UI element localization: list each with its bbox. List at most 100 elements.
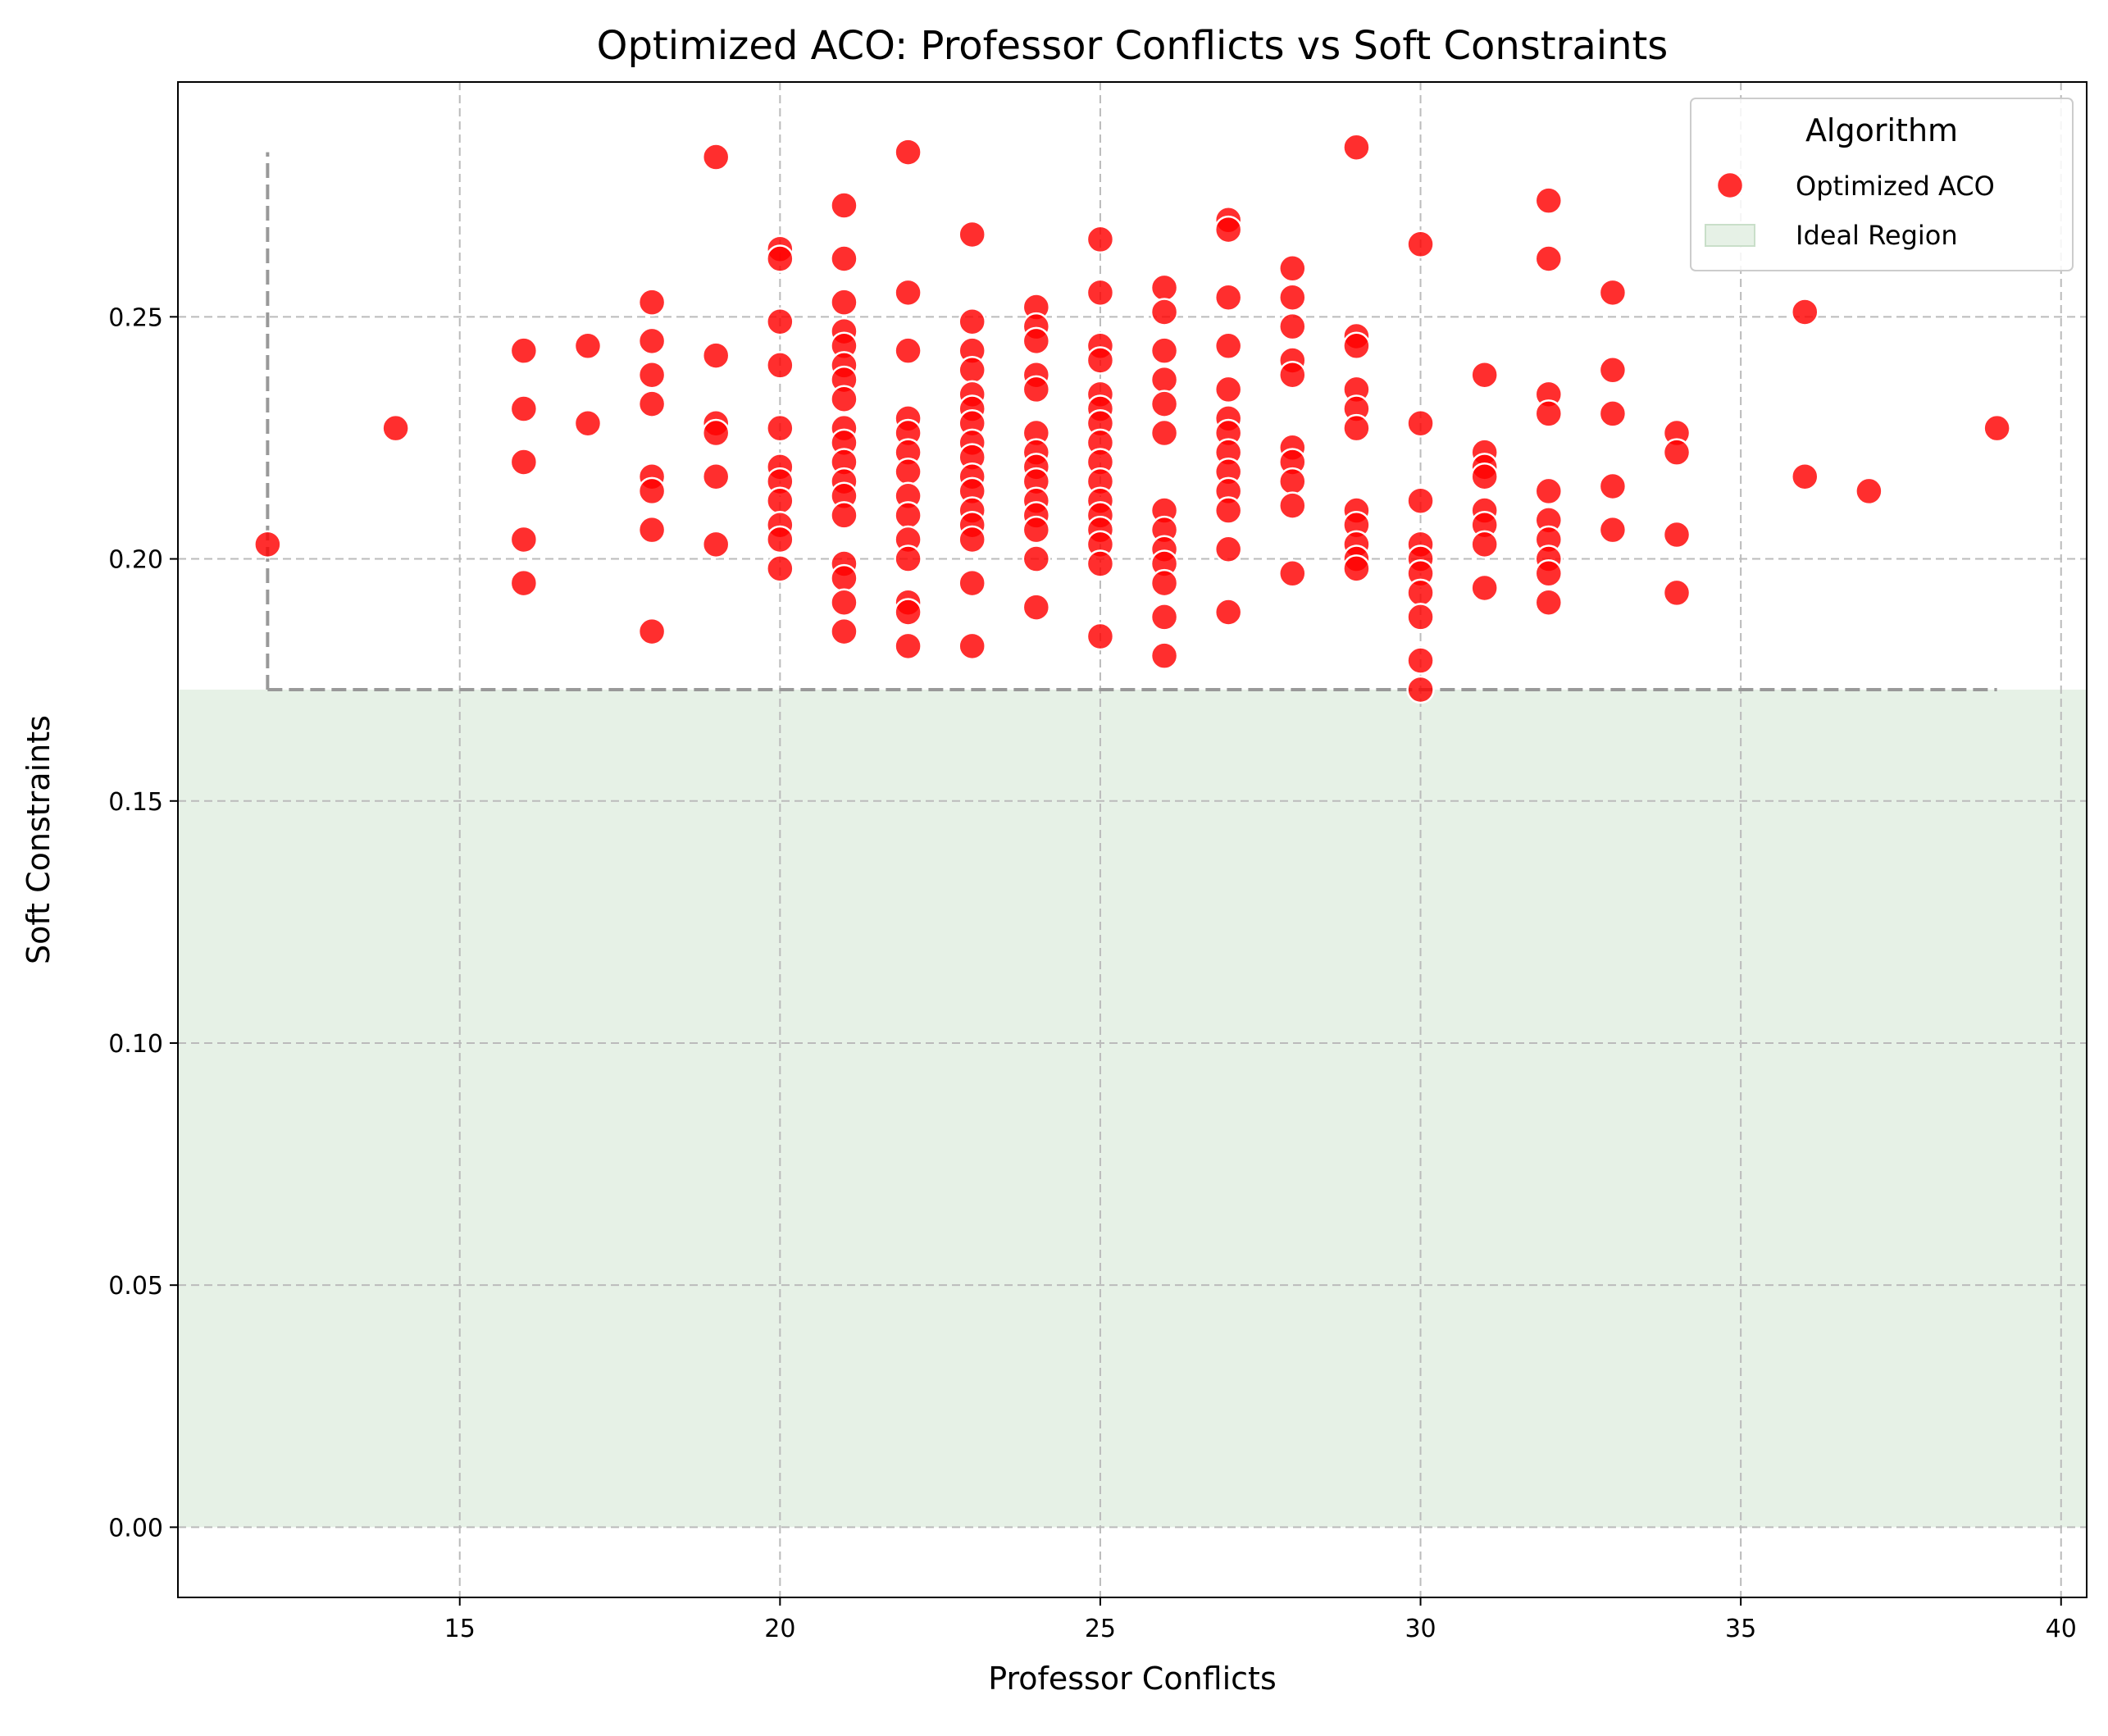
data-point [701, 143, 731, 171]
data-point [894, 458, 922, 486]
data-point [1598, 356, 1628, 385]
data-point [1086, 278, 1115, 308]
data-point [1598, 399, 1628, 428]
data-point [1086, 225, 1115, 254]
data-point [509, 568, 539, 598]
data-point [894, 336, 922, 365]
data-point [1534, 186, 1564, 215]
data-point [1534, 399, 1564, 428]
x-tick-label: 35 [1725, 1615, 1756, 1643]
data-point [894, 278, 922, 308]
data-point [830, 244, 858, 273]
legend-title: Algorithm [1805, 112, 1958, 148]
data-point [830, 385, 858, 413]
data-point [1662, 520, 1691, 549]
data-point [958, 220, 986, 249]
y-tick-label: 0.15 [108, 788, 163, 817]
data-point [509, 525, 539, 554]
data-point [894, 598, 922, 627]
data-point [1150, 336, 1179, 365]
data-point [1278, 491, 1307, 520]
data-point [1213, 598, 1243, 627]
data-point [1022, 375, 1051, 404]
grid-layer [178, 82, 2087, 1597]
data-point [958, 631, 986, 661]
data-point [1983, 413, 2011, 443]
tick-layer: 15 20 25 30 35 40 0.00 0.05 0.10 0.15 0.20 0.25 [108, 303, 2077, 1643]
data-point [1213, 215, 1243, 244]
legend-box [1690, 98, 2074, 271]
data-point [1213, 375, 1243, 404]
data-point [1598, 515, 1628, 544]
data-point [958, 568, 986, 598]
data-point [1150, 365, 1179, 394]
legend-label-optimized-aco: Optimized ACO [1796, 171, 1995, 202]
data-point [509, 336, 539, 365]
data-point [381, 413, 410, 443]
x-axis-label: Professor Conflicts [988, 1661, 1277, 1697]
data-point [766, 244, 794, 273]
data-point [1406, 486, 1435, 515]
data-point [1278, 312, 1307, 341]
chart-title: Optimized ACO: Professor Conflicts vs So… [597, 23, 1669, 69]
data-point [958, 356, 986, 385]
data-point [958, 525, 986, 554]
x-tick-label: 25 [1085, 1615, 1116, 1643]
ideal-region-layer [178, 689, 2087, 1528]
data-point [1534, 476, 1564, 506]
data-point [1150, 390, 1179, 418]
y-axis-label: Soft Constraints [20, 715, 57, 964]
data-point [1791, 298, 1819, 326]
legend: Algorithm Optimized ACO Ideal Region [1690, 98, 2074, 271]
plot-frame [177, 81, 2088, 1598]
data-point [1406, 675, 1435, 704]
data-point [253, 530, 282, 559]
data-point [1278, 360, 1307, 390]
data-point [1598, 472, 1628, 501]
data-point [894, 631, 922, 661]
data-point [1534, 588, 1564, 617]
data-point [701, 530, 731, 559]
x-tick-label: 15 [444, 1615, 476, 1643]
legend-marker-ideal-region [1705, 224, 1755, 247]
data-point [766, 351, 794, 380]
data-point [1213, 283, 1243, 312]
data-point [1150, 418, 1179, 448]
data-point [1342, 133, 1371, 162]
data-point [701, 462, 731, 491]
data-point [766, 413, 794, 443]
data-point [1406, 603, 1435, 631]
data-point [1278, 283, 1307, 312]
data-point [830, 501, 858, 530]
data-point [1086, 622, 1115, 651]
data-point [1150, 568, 1179, 598]
data-point [1406, 408, 1435, 438]
data-point [1150, 641, 1179, 670]
data-point [766, 525, 794, 554]
data-point [1342, 554, 1371, 583]
data-point [830, 563, 858, 593]
data-point [1150, 603, 1179, 631]
y-tick-label: 0.25 [108, 303, 163, 332]
x-tick-label: 40 [2046, 1615, 2077, 1643]
data-point [894, 501, 922, 530]
data-point [766, 486, 794, 515]
data-point [1213, 535, 1243, 564]
data-point [1278, 467, 1307, 496]
data-point [637, 390, 667, 418]
data-point [1213, 496, 1243, 525]
data-point [637, 515, 667, 544]
data-point [894, 138, 922, 166]
data-point [830, 191, 858, 220]
data-point [830, 588, 858, 617]
y-tick-label: 0.05 [108, 1272, 163, 1301]
data-point [766, 308, 794, 336]
data-point [1406, 646, 1435, 675]
data-point [573, 331, 603, 361]
data-point [637, 617, 667, 646]
data-point [1662, 578, 1691, 608]
data-point [1598, 278, 1628, 308]
data-point [1022, 593, 1051, 622]
